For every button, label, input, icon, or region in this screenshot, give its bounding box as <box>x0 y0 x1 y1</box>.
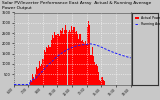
Bar <box>73 27 74 84</box>
Bar <box>97 66 98 84</box>
Bar <box>62 28 63 84</box>
Bar <box>78 39 79 84</box>
Bar <box>93 56 94 84</box>
Bar <box>31 82 32 84</box>
Bar <box>96 64 97 84</box>
Bar <box>69 30 70 84</box>
Bar <box>90 55 91 84</box>
Legend: Actual Power, Running Average: Actual Power, Running Average <box>134 15 160 27</box>
Bar <box>64 30 65 84</box>
Bar <box>103 80 104 84</box>
Bar <box>42 59 43 84</box>
Bar <box>59 36 60 84</box>
Bar <box>33 77 34 84</box>
Bar <box>89 25 90 84</box>
Bar <box>75 32 76 84</box>
Bar <box>86 44 87 84</box>
Bar <box>95 65 96 84</box>
Bar <box>40 59 41 84</box>
Bar <box>70 32 71 84</box>
Bar <box>43 58 44 84</box>
Bar <box>77 34 78 84</box>
Bar <box>60 30 61 84</box>
Bar <box>53 38 54 84</box>
Bar <box>48 45 49 84</box>
Bar <box>88 21 89 84</box>
Bar <box>101 77 102 84</box>
Bar <box>36 67 37 84</box>
Bar <box>63 34 64 84</box>
Bar <box>38 68 39 84</box>
Bar <box>55 35 56 84</box>
Bar <box>91 55 92 84</box>
Bar <box>84 42 85 84</box>
Bar <box>94 62 95 84</box>
Bar <box>74 27 75 84</box>
Bar <box>49 47 50 84</box>
Bar <box>72 30 73 84</box>
Bar <box>57 34 58 84</box>
Bar <box>83 42 84 84</box>
Bar <box>65 25 66 84</box>
Bar <box>67 31 68 84</box>
Bar <box>76 31 77 84</box>
Bar <box>104 81 105 84</box>
Bar <box>52 35 53 84</box>
Bar <box>47 48 48 84</box>
Bar <box>30 80 31 84</box>
Bar <box>32 74 33 84</box>
Bar <box>68 32 69 84</box>
Bar <box>66 30 67 84</box>
Bar <box>34 79 35 84</box>
Bar <box>41 64 42 84</box>
Bar <box>102 77 103 84</box>
Bar <box>61 31 62 84</box>
Bar <box>81 41 82 84</box>
Bar <box>87 27 88 84</box>
Text: Solar PV/Inverter Performance East Array  Actual & Running Average  Power Output: Solar PV/Inverter Performance East Array… <box>2 1 152 10</box>
Bar <box>54 32 55 84</box>
Bar <box>44 50 45 84</box>
Bar <box>100 81 101 84</box>
Bar <box>92 48 93 84</box>
Bar <box>35 74 36 84</box>
Bar <box>58 34 59 84</box>
Bar <box>39 61 40 84</box>
Bar <box>51 40 52 84</box>
Bar <box>50 47 51 84</box>
Bar <box>79 34 80 84</box>
Bar <box>45 52 46 84</box>
Bar <box>85 41 86 84</box>
Bar <box>46 47 47 84</box>
Bar <box>71 26 72 84</box>
Bar <box>99 80 100 84</box>
Bar <box>82 40 83 84</box>
Bar <box>37 69 38 84</box>
Bar <box>98 72 99 84</box>
Bar <box>56 35 57 84</box>
Bar <box>80 34 81 84</box>
